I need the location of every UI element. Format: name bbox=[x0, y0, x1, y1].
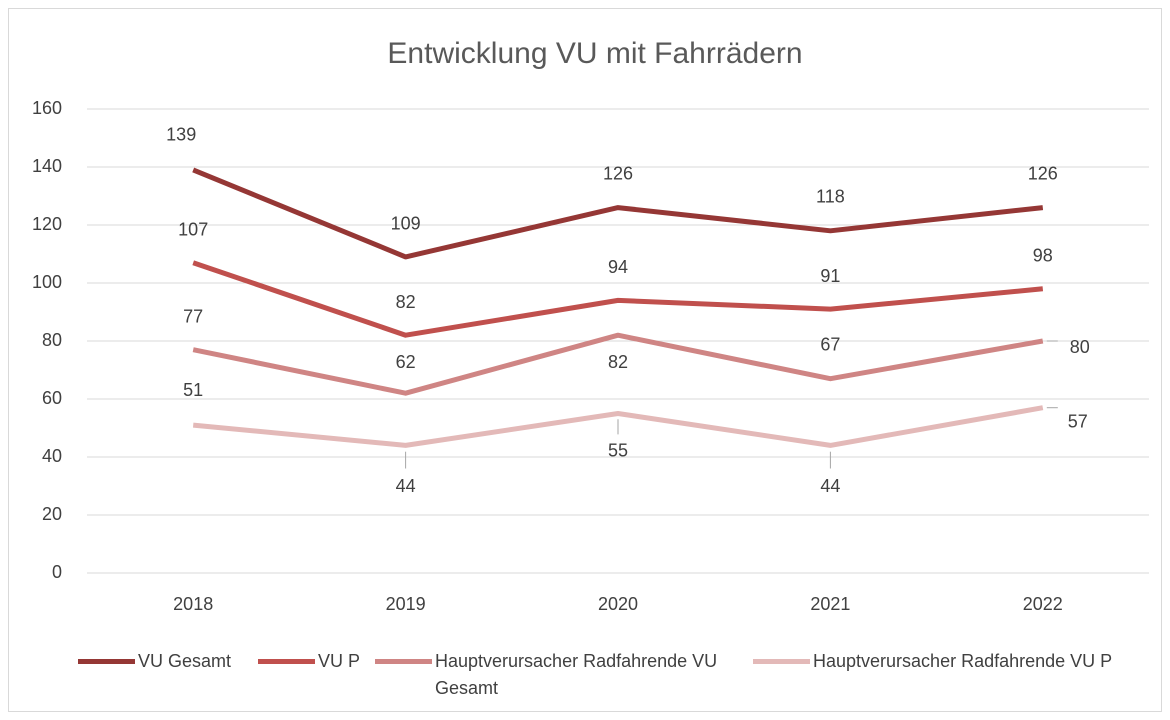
data-label: 109 bbox=[391, 214, 421, 234]
legend-item: Hauptverursacher Radfahrende VU Gesamt bbox=[375, 648, 745, 702]
chart-border bbox=[8, 8, 1162, 712]
y-tick-label: 100 bbox=[32, 272, 62, 292]
data-label: 107 bbox=[178, 219, 208, 239]
x-tick-label: 2020 bbox=[598, 594, 638, 614]
x-tick-label: 2019 bbox=[386, 594, 426, 614]
legend-label: Hauptverursacher Radfahrende VU P bbox=[813, 651, 1113, 671]
data-label: 67 bbox=[820, 334, 840, 354]
data-label: 57 bbox=[1068, 411, 1088, 431]
x-tick-label: 2021 bbox=[810, 594, 850, 614]
y-tick-label: 0 bbox=[52, 562, 62, 582]
y-tick-label: 60 bbox=[42, 388, 62, 408]
data-label: 44 bbox=[820, 476, 840, 496]
legend-item: VU P bbox=[258, 648, 368, 675]
x-tick-label: 2022 bbox=[1023, 594, 1063, 614]
data-label: 91 bbox=[820, 266, 840, 286]
y-tick-label: 80 bbox=[42, 330, 62, 350]
data-label: 55 bbox=[608, 440, 628, 460]
data-label: 126 bbox=[603, 163, 633, 183]
x-tick-label: 2018 bbox=[173, 594, 213, 614]
data-label: 82 bbox=[608, 352, 628, 372]
data-label: 82 bbox=[396, 292, 416, 312]
series-line bbox=[192, 167, 1044, 260]
data-label: 118 bbox=[816, 187, 845, 207]
legend-label: Hauptverursacher Radfahrende VU Gesamt bbox=[435, 651, 718, 698]
data-label: 62 bbox=[396, 352, 416, 372]
y-tick-label: 160 bbox=[32, 98, 62, 118]
data-label: 77 bbox=[183, 306, 203, 326]
legend-label: VU P bbox=[318, 651, 361, 671]
data-label: 51 bbox=[183, 380, 203, 400]
legend-swatch bbox=[78, 659, 135, 664]
data-label: 126 bbox=[1028, 163, 1058, 183]
series-line bbox=[192, 260, 1044, 338]
data-label: 98 bbox=[1033, 246, 1053, 266]
y-tick-label: 20 bbox=[42, 504, 62, 524]
y-tick-label: 140 bbox=[32, 156, 62, 176]
data-label: 44 bbox=[396, 476, 416, 496]
y-tick-label: 120 bbox=[32, 214, 62, 234]
legend-swatch bbox=[258, 659, 315, 664]
data-label: 80 bbox=[1070, 337, 1090, 357]
legend-swatch bbox=[375, 659, 432, 664]
data-label: 139 bbox=[166, 125, 196, 145]
legend-item: Hauptverursacher Radfahrende VU P bbox=[753, 648, 1113, 675]
series-line bbox=[192, 332, 1044, 396]
chart-title: Entwicklung VU mit Fahrrädern bbox=[387, 37, 802, 70]
legend-item: VU Gesamt bbox=[78, 648, 248, 675]
series-line bbox=[192, 405, 1044, 448]
y-tick-label: 40 bbox=[42, 446, 62, 466]
data-label: 94 bbox=[608, 257, 628, 277]
legend-label: VU Gesamt bbox=[138, 651, 232, 671]
legend-swatch bbox=[753, 659, 810, 664]
